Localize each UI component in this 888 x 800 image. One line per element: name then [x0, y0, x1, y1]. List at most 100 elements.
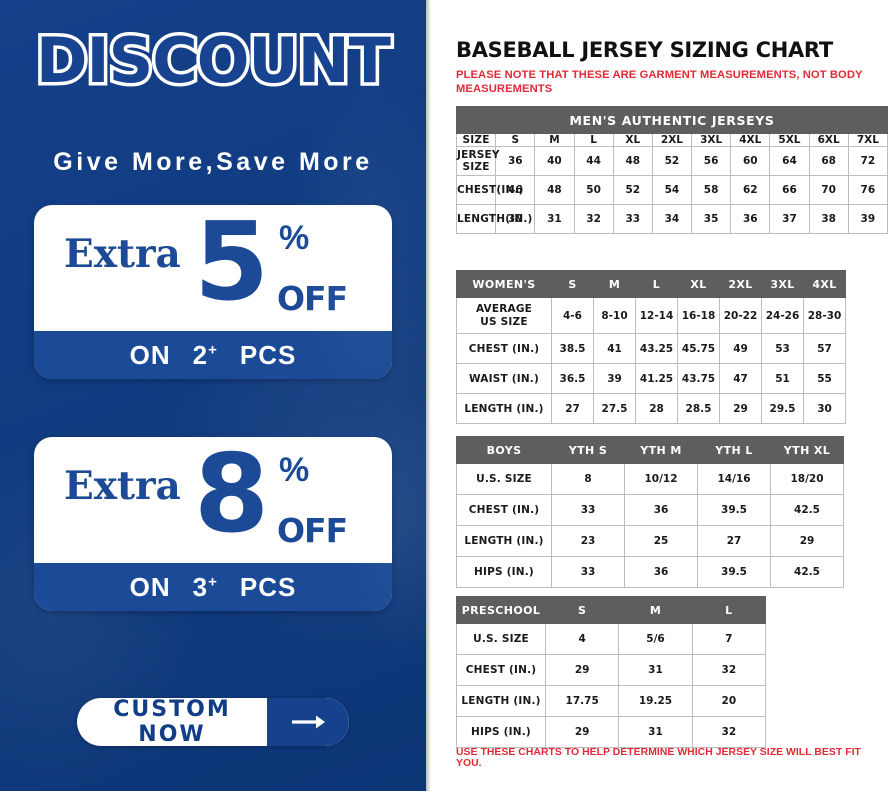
table-cell: 32	[691, 654, 767, 686]
table-cell: 52	[651, 146, 693, 176]
table-cell: 39	[593, 363, 636, 394]
table-cell: 17.75	[544, 685, 620, 717]
table-cell: 48	[612, 146, 653, 176]
offer-quantity: 3+	[192, 571, 218, 602]
table-col-header: XL	[677, 270, 720, 298]
table-row: JERSEY SIZE 36 40 44 48 52 56 60 64 68 7…	[455, 146, 888, 176]
table-cell: 50	[573, 175, 614, 205]
table-cell: 56	[691, 146, 732, 176]
table-cell: 44	[573, 146, 614, 176]
table-header-row: SIZE S M L XL 2XL 3XL 4XL 5XL 6XL 7XL	[455, 133, 888, 147]
table-cell: 25	[624, 525, 698, 557]
table-cell: 40	[534, 146, 575, 176]
table-cell: 27	[551, 393, 594, 424]
table-cell: 16-18	[677, 297, 720, 334]
table-row-label: AVERAGE US SIZE	[456, 297, 552, 334]
table-cell: 49	[719, 333, 762, 364]
table-cell: 36	[495, 146, 536, 176]
arrow-right-icon	[267, 698, 349, 746]
table-cell: 72	[847, 146, 888, 176]
table-col-header: L	[573, 133, 614, 147]
table-cell: 23	[551, 525, 625, 557]
table-cell: 41.25	[635, 363, 678, 394]
offer-pcs-label: PCS	[239, 571, 297, 602]
table-cell: 66	[769, 175, 810, 205]
table-cell: 29	[544, 654, 620, 686]
table-row: AVERAGE US SIZE 4-6 8-10 12-14 16-18 20-2…	[456, 297, 846, 334]
table-col-header: L	[691, 596, 767, 624]
table-col-header: XL	[612, 133, 653, 147]
table-row-label: U.S. SIZE	[456, 623, 546, 655]
table-cell: 36.5	[551, 363, 594, 394]
custom-now-button[interactable]: CUSTOM NOW	[77, 698, 349, 746]
table-col-header: YTH XL	[770, 436, 844, 464]
table-cell: 53	[761, 333, 804, 364]
offer-card-8-percent[interactable]: Extra 8 % OFF ON 3+ PCS	[34, 437, 392, 611]
table-row: LENGTH(IN.) 30 31 32 33 34 35 36 37 38 3…	[455, 204, 888, 234]
sizing-chart-panel: BASEBALL JERSEY SIZING CHART PLEASE NOTE…	[432, 0, 888, 800]
offer-card-body: Extra 8 % OFF	[34, 437, 392, 563]
table-cell: 60	[730, 146, 771, 176]
table-header-row: PRESCHOOL S M L	[456, 596, 767, 624]
offer-pcs-label: PCS	[239, 339, 297, 370]
table-cell: 43.75	[677, 363, 720, 394]
table-col-header: M	[618, 596, 693, 624]
table-cell: 45.75	[677, 333, 720, 364]
offer-condition-bar: ON 2+ PCS	[34, 331, 392, 379]
table-cell: 20-22	[719, 297, 762, 334]
table-cell: 57	[803, 333, 846, 364]
table-row-label: WAIST (IN.)	[456, 363, 552, 394]
offer-on-label: ON	[129, 571, 171, 602]
table-cell: 39.5	[697, 494, 771, 526]
offer-card-5-percent[interactable]: Extra 5 % OFF ON 2+ PCS	[34, 205, 392, 379]
table-cell: 30	[803, 393, 846, 424]
table-col-header: S	[544, 596, 620, 624]
table-cell: 8	[551, 463, 625, 495]
table-cell: 52	[612, 175, 653, 205]
preschool-sizing-table: PRESCHOOL S M L U.S. SIZE 4 5/6 7 CHEST …	[456, 596, 767, 748]
table-row: LENGTH (IN.) 23 25 27 29	[456, 525, 844, 557]
table-cell: 31	[618, 716, 693, 748]
table-cell: 32	[573, 204, 614, 234]
table-row: LENGTH (IN.) 27 27.5 28 28.5 29 29.5 30	[456, 393, 846, 424]
table-cell: 41	[593, 333, 636, 364]
table-row: CHEST (IN.) 38.5 41 43.25 45.75 49 53 57	[456, 333, 846, 364]
panel-divider	[426, 0, 431, 791]
table-corner-label: PRESCHOOL	[456, 596, 546, 624]
table-cell: 10/12	[624, 463, 698, 495]
table-col-header: S	[551, 270, 594, 298]
table-row: CHEST(IN.) 46 48 50 52 54 58 62 66 70 76	[455, 175, 888, 205]
mens-sizing-table: MEN'S AUTHENTIC JERSEYS SIZE S M L XL 2X…	[455, 106, 888, 234]
table-row-label: LENGTH (IN.)	[456, 525, 552, 557]
table-row-label: JERSEY SIZE	[455, 146, 500, 176]
table-cell: 28.5	[677, 393, 720, 424]
table-row-label: LENGTH(IN.)	[455, 204, 532, 234]
table-cell: 32	[691, 716, 767, 748]
chart-footer-note: USE THESE CHARTS TO HELP DETERMINE WHICH…	[456, 747, 861, 769]
table-cell: 54	[651, 175, 693, 205]
table-cell: 8-10	[593, 297, 636, 334]
table-cell: 29	[544, 716, 620, 748]
table-cell: 39.5	[697, 556, 771, 588]
table-cell: 58	[691, 175, 732, 205]
table-cell: 47	[719, 363, 762, 394]
table-cell: 31	[618, 654, 693, 686]
offer-percent-sign: %	[279, 451, 310, 489]
table-cell: 37	[769, 204, 810, 234]
table-row-label: HIPS (IN.)	[456, 716, 546, 748]
table-cell: 29.5	[761, 393, 804, 424]
table-cell: 36	[624, 556, 698, 588]
table-cell: 31	[534, 204, 575, 234]
table-cell: 64	[769, 146, 810, 176]
table-header-row: BOYS YTH S YTH M YTH L YTH XL	[456, 436, 844, 464]
table-col-header: YTH S	[551, 436, 625, 464]
table-cell: 4-6	[551, 297, 594, 334]
offer-condition-bar: ON 3+ PCS	[34, 563, 392, 611]
table-col-header: S	[495, 133, 536, 147]
table-cell: 48	[534, 175, 575, 205]
table-cell: 70	[808, 175, 849, 205]
table-row-label: HIPS (IN.)	[456, 556, 552, 588]
discount-title: DISCOUNT	[33, 24, 395, 97]
table-cell: 27	[697, 525, 771, 557]
table-cell: 28	[635, 393, 678, 424]
